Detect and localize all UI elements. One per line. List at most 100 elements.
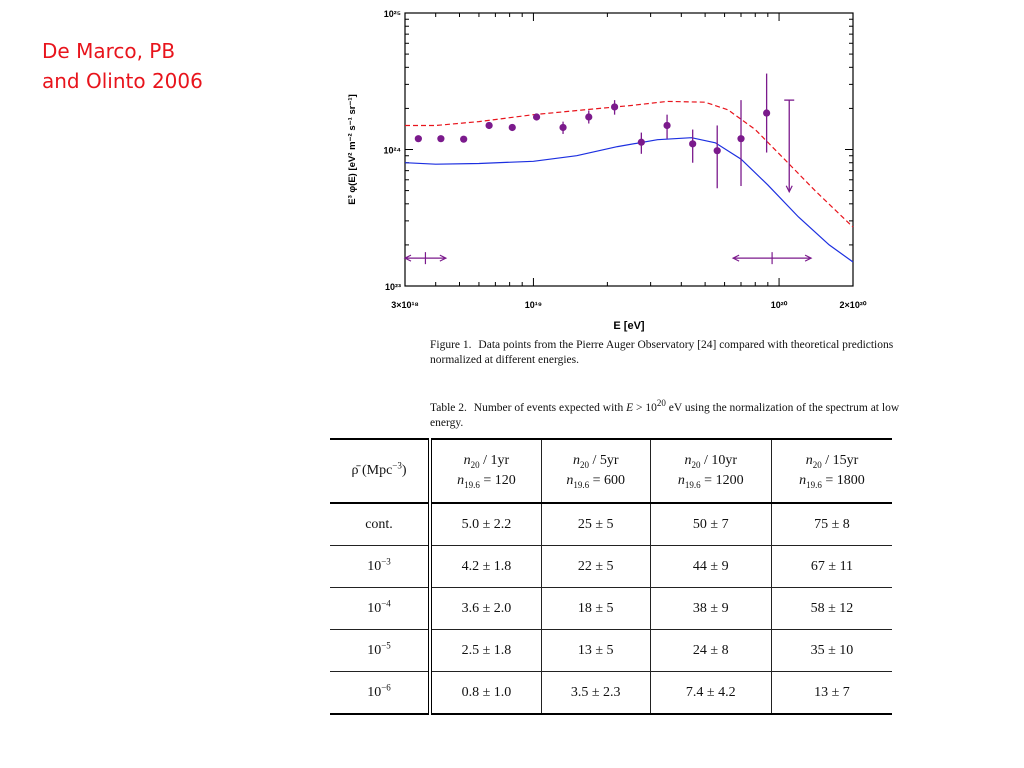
header-n: n bbox=[684, 453, 692, 468]
header-n-sub: 20 bbox=[579, 459, 589, 470]
data-point bbox=[585, 113, 593, 121]
row-density-base: 10 bbox=[367, 642, 382, 658]
row-density-exp: −4 bbox=[381, 597, 391, 608]
model-curves bbox=[404, 100, 854, 263]
header-norm: n bbox=[799, 473, 807, 488]
row-density-exp: −6 bbox=[381, 681, 391, 692]
x-tick-label: 10²⁰ bbox=[771, 300, 788, 310]
header-years: / 1yr bbox=[479, 453, 510, 468]
header-norm-val: = 600 bbox=[589, 473, 626, 488]
table-cell: 22 ± 5 bbox=[540, 545, 651, 588]
data-points bbox=[414, 73, 795, 194]
y-tick-label: 10²⁵ bbox=[384, 9, 401, 19]
table-cell: 3.6 ± 2.0 bbox=[429, 587, 542, 630]
table-cell: 0.8 ± 1.0 bbox=[429, 671, 542, 715]
table-cell: 18 ± 5 bbox=[540, 587, 651, 630]
table-row: 10−4 3.6 ± 2.0 18 ± 5 38 ± 9 58 ± 12 bbox=[330, 587, 892, 630]
table-row: 10−3 4.2 ± 1.8 22 ± 5 44 ± 9 67 ± 11 bbox=[330, 545, 892, 588]
header-norm: n bbox=[566, 473, 574, 488]
row-density: 10−3 bbox=[330, 545, 432, 588]
row-density-exp: −5 bbox=[381, 639, 391, 650]
table-caption-var: E bbox=[626, 402, 634, 414]
table-cell: 35 ± 10 bbox=[770, 629, 892, 672]
header-years: / 5yr bbox=[588, 453, 619, 468]
header-n-sub: 20 bbox=[691, 459, 701, 470]
header-n: n bbox=[463, 453, 471, 468]
header-density-label: ρ̄ (Mpc bbox=[351, 463, 393, 478]
table-cell: 58 ± 12 bbox=[770, 587, 892, 630]
header-norm-sub: 19.6 bbox=[684, 479, 701, 490]
dashed-model-curve bbox=[405, 100, 854, 228]
spectrum-chart: 10²³ 10²⁴ 10²⁵ 3×10¹⁸ 10¹⁹ 10²⁰ 2×10²⁰ E [eV] E³… bbox=[347, 9, 867, 332]
table-row: cont. 5.0 ± 2.2 25 ± 5 50 ± 7 75 ± 8 bbox=[330, 502, 892, 546]
table-cell: 13 ± 5 bbox=[540, 629, 651, 672]
row-density-base: cont. bbox=[365, 516, 393, 532]
header-n-sub: 20 bbox=[470, 459, 480, 470]
credit-line-1: De Marco, PB bbox=[42, 39, 176, 63]
data-point bbox=[737, 135, 745, 143]
y-tick-label: 10²⁴ bbox=[384, 146, 401, 156]
header-n: n bbox=[572, 453, 580, 468]
data-point bbox=[460, 135, 468, 143]
table-cell: 75 ± 8 bbox=[770, 502, 892, 546]
table-cell: 4.2 ± 1.8 bbox=[429, 545, 542, 588]
header-norm-sub: 19.6 bbox=[464, 479, 480, 490]
header-density-close: ) bbox=[401, 463, 407, 478]
table-cell: 67 ± 11 bbox=[770, 545, 892, 588]
table-cell: 38 ± 9 bbox=[649, 587, 772, 630]
range-arrow-head-right bbox=[804, 254, 813, 262]
table-caption-text-a: Number of events expected with bbox=[473, 402, 624, 414]
range-arrow-head-right bbox=[439, 254, 448, 262]
data-point bbox=[485, 121, 493, 130]
range-arrow-head-left bbox=[403, 254, 412, 262]
data-point bbox=[713, 147, 721, 155]
figure-label: Figure 1. bbox=[430, 339, 472, 351]
row-density-exp: −3 bbox=[381, 555, 391, 566]
data-point bbox=[689, 140, 697, 148]
data-point bbox=[437, 135, 445, 143]
data-point bbox=[610, 103, 619, 111]
y-tick-label: 10²³ bbox=[385, 282, 401, 292]
data-point bbox=[637, 138, 645, 146]
table-row: 10−5 2.5 ± 1.8 13 ± 5 24 ± 8 35 ± 10 bbox=[330, 629, 892, 672]
table-caption-exp: 20 bbox=[656, 398, 666, 409]
header-years: / 15yr bbox=[821, 453, 859, 468]
row-density-base: 10 bbox=[367, 558, 382, 574]
header-norm-val: = 1200 bbox=[700, 473, 744, 488]
table-cell: 5.0 ± 2.2 bbox=[429, 502, 542, 546]
header-density-exp: −3 bbox=[392, 460, 402, 471]
table-label: Table 2. bbox=[430, 402, 467, 414]
header-col-2: n20 / 5yr n19.6 = 600 bbox=[540, 438, 651, 503]
data-point bbox=[559, 123, 567, 132]
range-arrow-head-left bbox=[731, 254, 740, 262]
header-norm-val: = 120 bbox=[479, 473, 516, 488]
row-density: 10−5 bbox=[330, 629, 432, 672]
axis-labels: 10²³ 10²⁴ 10²⁵ 3×10¹⁸ 10¹⁹ 10²⁰ 2×10²⁰ E [eV] E³… bbox=[347, 9, 867, 332]
header-norm-sub: 19.6 bbox=[806, 479, 822, 490]
header-years: / 10yr bbox=[700, 453, 738, 468]
y-axis-label: E³ φ(E) [eV² m⁻² s⁻¹ sr⁻¹] bbox=[347, 94, 358, 205]
x-axis-label: E [eV] bbox=[613, 320, 645, 332]
credit-line-2: and Olinto 2006 bbox=[42, 69, 203, 93]
table-cell: 44 ± 9 bbox=[649, 545, 772, 588]
events-table: ρ̄ (Mpc−3) n20 / 1yr n19.6 = 120 n20 / 5… bbox=[330, 438, 892, 715]
x-tick-label: 10¹⁹ bbox=[525, 300, 542, 310]
upper-limit-arrowhead bbox=[785, 185, 793, 194]
data-point bbox=[508, 123, 516, 132]
table-cell: 13 ± 7 bbox=[770, 671, 892, 715]
table-cell: 25 ± 5 bbox=[540, 502, 651, 546]
table-cell: 2.5 ± 1.8 bbox=[429, 629, 542, 672]
data-point bbox=[763, 109, 771, 117]
data-point bbox=[414, 135, 422, 143]
range-arrows bbox=[403, 252, 813, 265]
row-density: cont. bbox=[330, 502, 432, 546]
row-density-base: 10 bbox=[367, 600, 382, 616]
header-density: ρ̄ (Mpc−3) bbox=[330, 438, 432, 503]
header-norm: n bbox=[457, 473, 465, 488]
data-point bbox=[532, 113, 541, 121]
plot-border bbox=[404, 12, 854, 287]
table-caption-text-b: eV using the normalization of the spectr… bbox=[430, 402, 900, 429]
header-col-4: n20 / 15yr n19.6 = 1800 bbox=[770, 438, 892, 503]
table-caption-op: > 10 bbox=[633, 402, 657, 414]
header-n: n bbox=[805, 453, 813, 468]
